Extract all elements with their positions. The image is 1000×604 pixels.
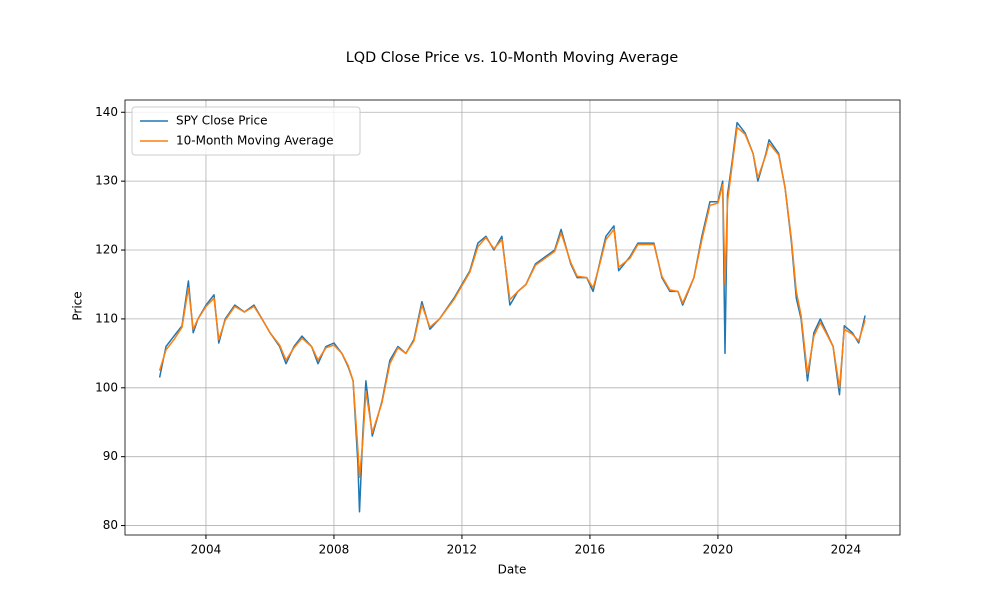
legend-box [131, 106, 361, 156]
plot-frame [124, 99, 901, 536]
y-tick-label: 130 [95, 174, 118, 188]
y-tick-label: 140 [95, 105, 118, 119]
y-axis-label: Price [71, 291, 85, 320]
y-tick-label: 100 [95, 380, 118, 394]
x-tick-label: 2012 [447, 543, 478, 557]
y-tick-label: 120 [95, 243, 118, 257]
x-axis-label: Date [498, 563, 527, 577]
y-tick-label: 80 [103, 518, 118, 532]
series-line [158, 126, 866, 479]
x-tick-label: 2004 [191, 543, 222, 557]
y-tick-label: 110 [95, 311, 118, 325]
x-tick-label: 2016 [575, 543, 606, 557]
legend-label: SPY Close Price [176, 114, 268, 128]
y-tick-label: 90 [103, 449, 118, 463]
chart-title: LQD Close Price vs. 10-Month Moving Aver… [346, 50, 679, 66]
x-tick-label: 2008 [319, 543, 350, 557]
x-tick-label: 2020 [703, 543, 734, 557]
x-tick-label: 2024 [831, 543, 862, 557]
legend-label: 10-Month Moving Average [176, 134, 333, 148]
